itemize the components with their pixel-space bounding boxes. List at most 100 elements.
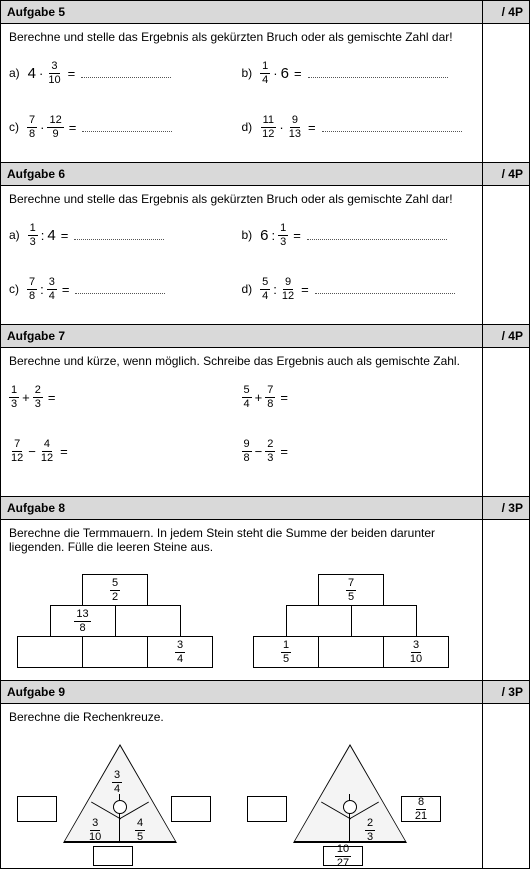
cross2-box-left[interactable] <box>247 796 287 822</box>
cross2-br: 23 <box>365 818 375 843</box>
cross2-box-bottom: 1027 <box>323 846 363 866</box>
brick-bot-3: 310 <box>383 636 449 668</box>
t5b-whole: 6 <box>281 65 289 82</box>
task5-item-b: b) 14 · 6 = <box>242 58 475 88</box>
label-a: a) <box>9 66 20 80</box>
task9-title: Aufgabe 9 <box>1 681 483 703</box>
cross1-box-left[interactable] <box>17 796 57 822</box>
cross-1: 34 310 45 <box>13 744 213 864</box>
task8-content: Berechne die Termmauern. In jedem Stein … <box>1 520 483 680</box>
brick-bot-1[interactable] <box>17 636 83 668</box>
task8-title: Aufgabe 8 <box>1 497 483 519</box>
task5-item-a: a) 4 · 310 = <box>9 58 242 88</box>
task5-instruction: Berechne und stelle das Ergebnis als gek… <box>9 30 474 44</box>
task5-body: Berechne und stelle das Ergebnis als gek… <box>1 24 529 162</box>
task8-header: Aufgabe 8 / 3P <box>1 496 529 520</box>
task6-content: Berechne und stelle das Ergebnis als gek… <box>1 186 483 324</box>
t5a-whole: 4 <box>28 65 36 82</box>
brick-top: 52 <box>82 574 148 606</box>
task5-points: / 4P <box>483 1 529 23</box>
task5-item-c: c) 78 · 129 = <box>9 112 242 142</box>
cross2-box-right: 821 <box>401 796 441 822</box>
brick-mid-right[interactable] <box>351 605 417 637</box>
task7-item-b: 54 + 78 = <box>242 382 475 412</box>
answer-blank[interactable] <box>315 284 455 294</box>
t5b-op: · <box>273 66 277 81</box>
task7-row-ab: 13 + 23 = 54 + 78 = <box>9 382 474 412</box>
answer-blank[interactable] <box>81 68 171 78</box>
cross-2: 23 821 1027 <box>243 744 443 864</box>
cross1-box-bottom[interactable] <box>93 846 133 866</box>
label-b: b) <box>242 66 253 80</box>
task7-title: Aufgabe 7 <box>1 325 483 347</box>
answer-blank[interactable] <box>74 230 164 240</box>
task9-header: Aufgabe 9 / 3P <box>1 680 529 704</box>
center-circle-icon <box>343 800 357 814</box>
task7-body: Berechne und kürze, wenn möglich. Schrei… <box>1 348 529 496</box>
task6-item-b: b) 6 : 13 = <box>242 220 475 250</box>
task9-margin <box>483 704 529 868</box>
label-c: c) <box>9 120 19 134</box>
task8-margin <box>483 520 529 680</box>
worksheet: Aufgabe 5 / 4P Berechne und stelle das E… <box>0 0 530 869</box>
task9-instruction: Berechne die Rechenkreuze. <box>9 710 474 724</box>
brick-mid-right[interactable] <box>115 605 181 637</box>
brick-top: 75 <box>318 574 384 606</box>
equals-icon: = <box>68 66 76 81</box>
answer-blank[interactable] <box>307 230 447 240</box>
center-circle-icon <box>113 800 127 814</box>
label-d: d) <box>242 120 253 134</box>
rechenkreuze: 34 310 45 <box>9 738 474 864</box>
task5-title: Aufgabe 5 <box>1 1 483 23</box>
task6-margin <box>483 186 529 324</box>
answer-blank[interactable] <box>82 122 172 132</box>
task7-header: Aufgabe 7 / 4P <box>1 324 529 348</box>
term-towers: 52 138 34 <box>9 568 474 668</box>
cross1-box-right[interactable] <box>171 796 211 822</box>
cross1-top: 34 <box>112 770 122 795</box>
task7-row-cd: 712 − 412 = 98 − 23 = <box>9 436 474 466</box>
task9-body: Berechne die Rechenkreuze. 34 310 <box>1 704 529 868</box>
task7-margin <box>483 348 529 496</box>
task7-points: / 4P <box>483 325 529 347</box>
brick-mid-left: 138 <box>50 605 116 637</box>
t5a-op: · <box>39 66 43 81</box>
answer-blank[interactable] <box>308 68 448 78</box>
task6-row-ab: a) 13 : 4 = b) 6 : 13 = <box>9 220 474 250</box>
task6-item-d: d) 54 : 912 = <box>242 274 475 304</box>
task5-header: Aufgabe 5 / 4P <box>1 1 529 24</box>
task5-row-ab: a) 4 · 310 = b) 14 · 6 = <box>9 58 474 88</box>
task9-points: / 3P <box>483 681 529 703</box>
tower-2: 75 15 310 <box>253 574 449 668</box>
task7-instruction: Berechne und kürze, wenn möglich. Schrei… <box>9 354 474 368</box>
task7-item-a: 13 + 23 = <box>9 382 242 412</box>
task7-item-c: 712 − 412 = <box>9 436 242 466</box>
task6-row-cd: c) 78 : 34 = d) 54 : 912 = <box>9 274 474 304</box>
answer-blank[interactable] <box>322 122 462 132</box>
answer-blank[interactable] <box>75 284 165 294</box>
t5b-frac: 14 <box>260 61 270 86</box>
task6-header: Aufgabe 6 / 4P <box>1 162 529 186</box>
task7-content: Berechne und kürze, wenn möglich. Schrei… <box>1 348 483 496</box>
task6-title: Aufgabe 6 <box>1 163 483 185</box>
equals-icon: = <box>69 120 77 135</box>
task6-body: Berechne und stelle das Ergebnis als gek… <box>1 186 529 324</box>
equals-icon: = <box>294 66 302 81</box>
brick-mid-left[interactable] <box>286 605 352 637</box>
brick-bot-3: 34 <box>147 636 213 668</box>
task7-item-d: 98 − 23 = <box>242 436 475 466</box>
task8-body: Berechne die Termmauern. In jedem Stein … <box>1 520 529 680</box>
task5-row-cd: c) 78 · 129 = d) 1112 · 913 = <box>9 112 474 142</box>
task6-points: / 4P <box>483 163 529 185</box>
task6-item-c: c) 78 : 34 = <box>9 274 242 304</box>
task5-margin <box>483 24 529 162</box>
brick-bot-2[interactable] <box>318 636 384 668</box>
task8-points: / 3P <box>483 497 529 519</box>
brick-bot-2[interactable] <box>82 636 148 668</box>
task6-item-a: a) 13 : 4 = <box>9 220 242 250</box>
task6-instruction: Berechne und stelle das Ergebnis als gek… <box>9 192 474 206</box>
cross1-br: 45 <box>135 818 145 843</box>
task8-instruction: Berechne die Termmauern. In jedem Stein … <box>9 526 474 554</box>
task5-content: Berechne und stelle das Ergebnis als gek… <box>1 24 483 162</box>
task9-content: Berechne die Rechenkreuze. 34 310 <box>1 704 483 868</box>
